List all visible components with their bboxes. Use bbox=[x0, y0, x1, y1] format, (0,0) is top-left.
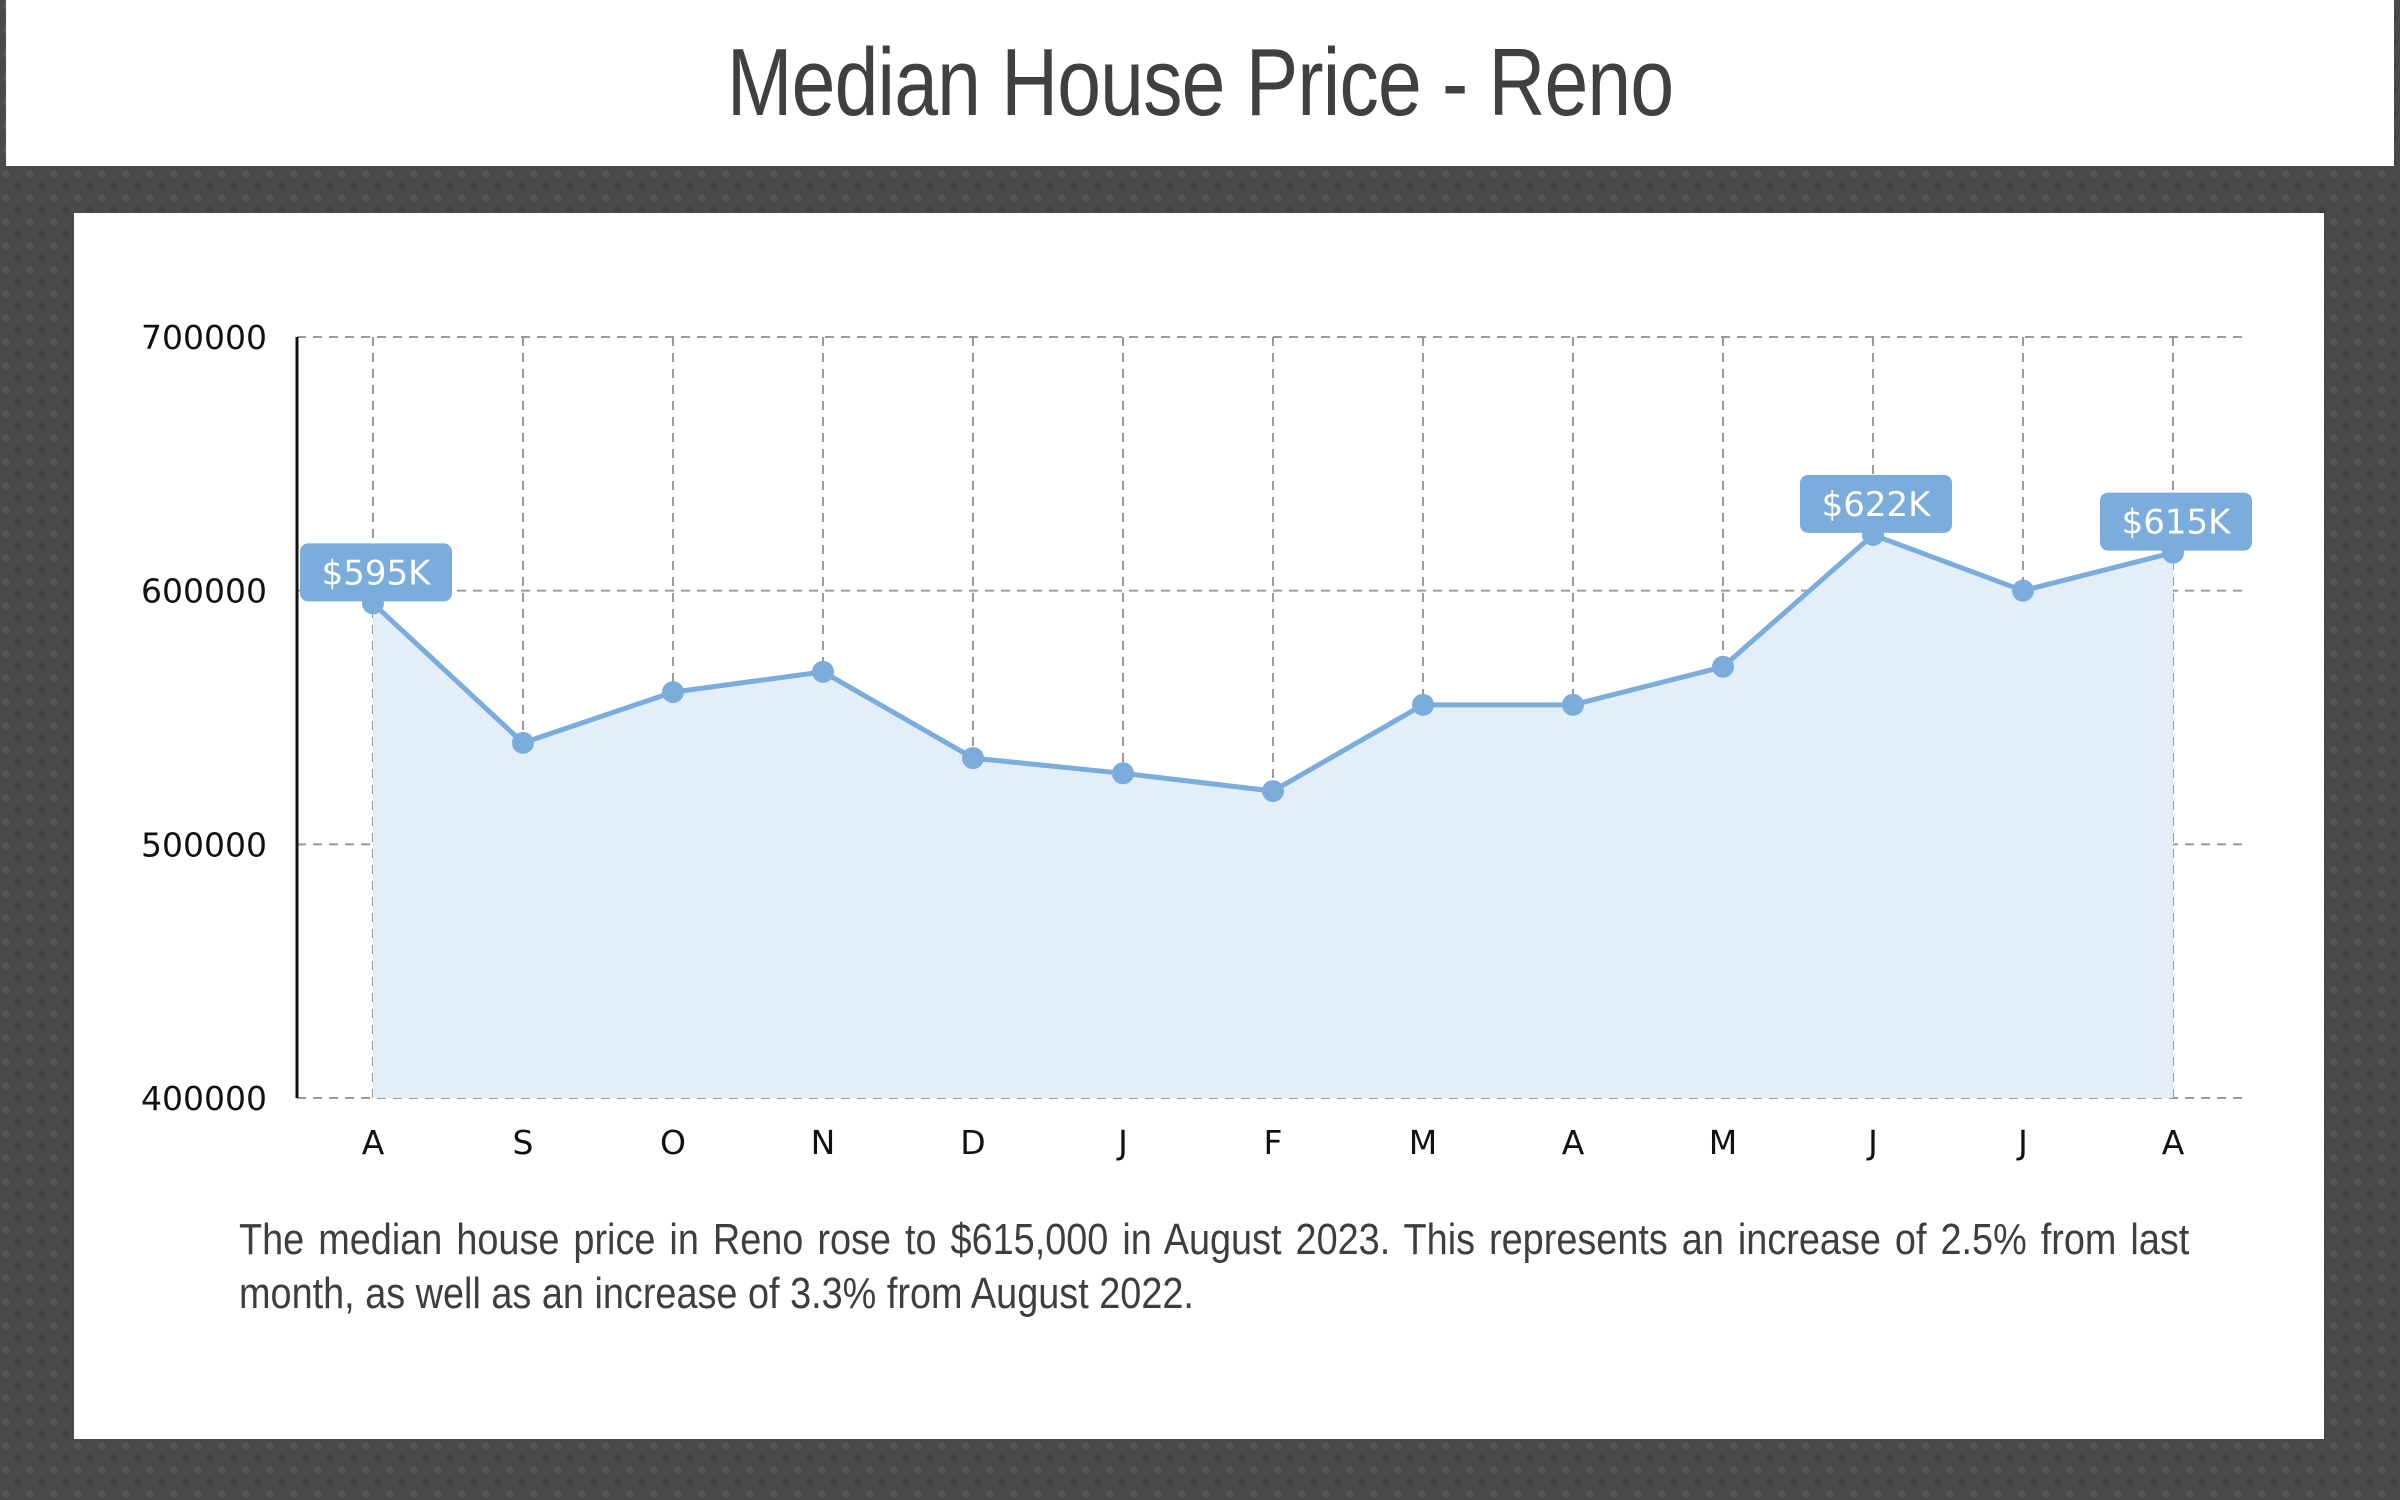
data-label-bg bbox=[300, 543, 452, 602]
data-label-bg bbox=[1800, 474, 1952, 533]
data-point bbox=[1712, 655, 1734, 678]
title-bar: Median House Price - Reno bbox=[6, 0, 2394, 166]
data-label-text: $595K bbox=[322, 553, 433, 593]
data-label: $615K bbox=[2100, 492, 2252, 551]
x-tick-label: A bbox=[1562, 1123, 1585, 1162]
y-tick-label: 500000 bbox=[141, 825, 267, 864]
x-tick-label: M bbox=[1409, 1123, 1437, 1162]
y-tick-label: 700000 bbox=[141, 318, 267, 357]
y-tick-labels: 400000 500000 600000 700000 bbox=[141, 318, 267, 1118]
data-point bbox=[1112, 762, 1134, 785]
x-tick-label: F bbox=[1264, 1123, 1283, 1162]
x-tick-label: J bbox=[1116, 1123, 1128, 1162]
y-tick-label: 600000 bbox=[141, 572, 267, 611]
area-chart: 400000 500000 600000 700000 A S O N D J F M A M J J A $… bbox=[141, 318, 2252, 1162]
data-point bbox=[512, 731, 534, 754]
x-tick-label: D bbox=[960, 1123, 985, 1162]
data-labels: $595K $622K $615K bbox=[300, 474, 2252, 602]
x-tick-label: O bbox=[660, 1123, 686, 1162]
x-tick-label: A bbox=[2162, 1123, 2185, 1162]
chart-card: 400000 500000 600000 700000 A S O N D J F M A M J J A $… bbox=[74, 213, 2324, 1439]
data-point bbox=[1562, 693, 1584, 716]
data-label-text: $615K bbox=[2122, 503, 2233, 543]
data-point bbox=[662, 681, 684, 704]
data-label-text: $622K bbox=[1822, 485, 1933, 525]
area-fill bbox=[373, 534, 2173, 1098]
data-label: $622K bbox=[1800, 474, 1952, 533]
x-tick-label: M bbox=[1709, 1123, 1737, 1162]
page-title: Median House Price - Reno bbox=[726, 29, 1674, 136]
x-tick-label: J bbox=[2016, 1123, 2028, 1162]
x-tick-label: A bbox=[362, 1123, 385, 1162]
data-point bbox=[812, 660, 834, 683]
y-tick-label: 400000 bbox=[141, 1079, 267, 1118]
data-point bbox=[962, 747, 984, 770]
data-label: $595K bbox=[300, 543, 452, 602]
x-tick-label: J bbox=[1866, 1123, 1878, 1162]
caption-text: The median house price in Reno rose to $… bbox=[239, 1215, 2190, 1318]
data-point bbox=[2012, 579, 2034, 602]
data-point bbox=[1412, 693, 1434, 716]
x-tick-label: N bbox=[811, 1123, 836, 1162]
caption: The median house price in Reno rose to $… bbox=[239, 1213, 2194, 1321]
data-point bbox=[1262, 780, 1284, 803]
x-tick-label: S bbox=[513, 1123, 534, 1162]
data-label-bg bbox=[2100, 492, 2252, 551]
